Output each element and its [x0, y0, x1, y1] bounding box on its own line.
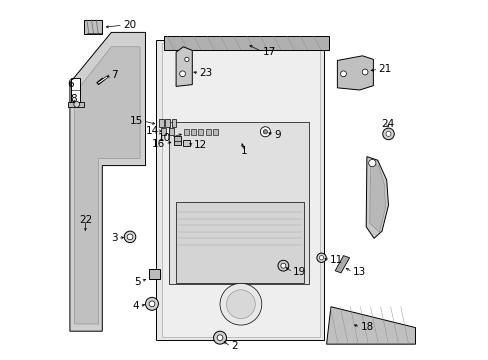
Circle shape	[179, 71, 185, 77]
Bar	[212, 129, 218, 135]
Text: 24: 24	[380, 119, 394, 129]
Text: 5: 5	[134, 276, 141, 287]
Circle shape	[280, 263, 285, 268]
Text: 6: 6	[67, 78, 74, 89]
Polygon shape	[176, 47, 192, 86]
Text: 3: 3	[111, 233, 118, 243]
Text: 22: 22	[79, 215, 92, 225]
Text: 14: 14	[145, 126, 159, 136]
Circle shape	[385, 131, 390, 136]
Circle shape	[145, 297, 158, 310]
Bar	[174, 136, 181, 145]
Text: 8: 8	[70, 94, 77, 104]
Bar	[149, 269, 159, 279]
Polygon shape	[75, 47, 140, 324]
Circle shape	[74, 102, 80, 107]
Bar	[84, 20, 102, 34]
Text: 10: 10	[158, 132, 171, 143]
Text: 13: 13	[352, 267, 365, 277]
Text: 12: 12	[194, 140, 207, 150]
Circle shape	[340, 71, 346, 77]
Circle shape	[260, 127, 270, 137]
Polygon shape	[366, 157, 387, 238]
Text: 2: 2	[230, 341, 237, 351]
Circle shape	[149, 301, 155, 307]
Circle shape	[127, 234, 133, 240]
Bar	[198, 129, 203, 135]
Polygon shape	[369, 162, 385, 232]
Circle shape	[319, 256, 323, 260]
Circle shape	[226, 290, 255, 319]
Bar	[183, 129, 189, 135]
Bar	[165, 119, 170, 127]
Circle shape	[184, 57, 189, 62]
Bar	[159, 119, 163, 127]
Bar	[71, 78, 80, 102]
Circle shape	[368, 159, 375, 167]
Polygon shape	[176, 202, 303, 283]
Text: 23: 23	[199, 68, 212, 78]
Bar	[168, 128, 174, 135]
Bar	[171, 119, 176, 127]
Text: 9: 9	[273, 130, 280, 140]
Text: 19: 19	[292, 267, 305, 277]
Text: 17: 17	[262, 47, 275, 57]
Polygon shape	[68, 102, 84, 107]
Polygon shape	[162, 43, 320, 337]
Polygon shape	[70, 32, 145, 331]
Polygon shape	[163, 36, 328, 50]
Bar	[183, 140, 189, 146]
Bar	[161, 128, 166, 135]
Text: 18: 18	[360, 322, 373, 332]
Circle shape	[124, 231, 136, 243]
Circle shape	[217, 335, 223, 341]
Bar	[191, 129, 196, 135]
Polygon shape	[156, 40, 323, 340]
Text: 4: 4	[132, 301, 139, 311]
Circle shape	[213, 331, 226, 344]
Polygon shape	[335, 256, 349, 273]
Circle shape	[263, 130, 267, 134]
Text: 16: 16	[152, 139, 165, 149]
Circle shape	[316, 253, 325, 262]
Circle shape	[382, 128, 393, 140]
Text: 7: 7	[111, 70, 118, 80]
Polygon shape	[168, 122, 309, 284]
Text: 15: 15	[129, 116, 142, 126]
Bar	[205, 129, 210, 135]
Text: 20: 20	[122, 20, 136, 30]
Circle shape	[277, 260, 288, 271]
Text: 1: 1	[241, 146, 247, 156]
Circle shape	[220, 283, 261, 325]
Text: 21: 21	[378, 64, 391, 74]
Text: 11: 11	[329, 255, 343, 265]
Polygon shape	[337, 56, 373, 90]
Circle shape	[362, 69, 367, 75]
Polygon shape	[326, 307, 415, 344]
